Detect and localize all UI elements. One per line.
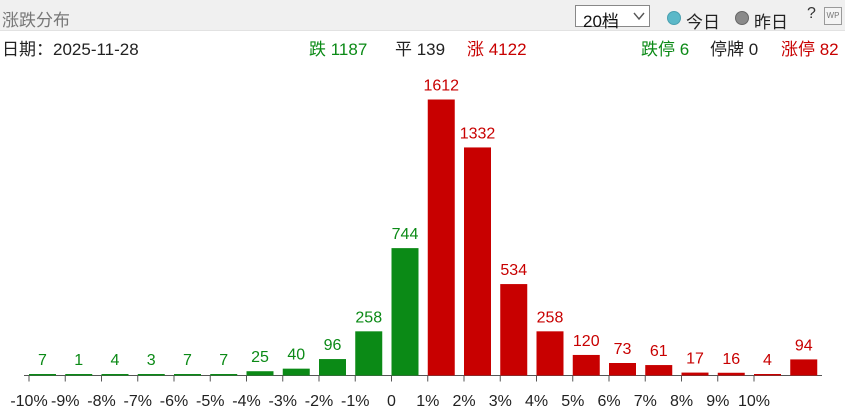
radio-today-dot (667, 11, 681, 25)
bar-value-label: 1612 (423, 78, 459, 95)
bar-value-label: 17 (686, 351, 704, 368)
x-tick-label: -5% (196, 393, 224, 409)
bar-value-label: 534 (500, 262, 527, 279)
bar-value-label: 96 (324, 337, 342, 354)
wp-logo-icon[interactable]: WP (824, 7, 842, 25)
bar-value-label: 120 (573, 333, 600, 350)
bar (717, 372, 745, 376)
bar-value-label: 3 (147, 352, 156, 369)
limit-up-count: 涨停 82 (781, 40, 839, 59)
x-tick-label: 10% (738, 393, 770, 409)
bar (210, 374, 238, 376)
bar (645, 365, 673, 376)
x-tick-label: 7% (634, 393, 657, 409)
down-count: 跌 1187 (309, 40, 368, 59)
x-tick-label: 9% (706, 393, 729, 409)
x-tick-label: -9% (51, 393, 79, 409)
up-count: 涨 4122 (467, 40, 527, 59)
bar-value-label: 4 (763, 352, 772, 369)
bar (391, 248, 419, 376)
radio-yesterday-dot (735, 11, 749, 25)
date-label: 日期：2025-11-28 (2, 40, 139, 59)
x-tick-label: -1% (341, 393, 369, 409)
x-tick-label: 8% (670, 393, 693, 409)
bar-value-label: 7 (38, 352, 47, 369)
bar (427, 99, 455, 376)
bar (536, 331, 564, 376)
bar-value-label: 1332 (460, 125, 496, 142)
bar-value-label: 25 (251, 349, 269, 366)
x-tick-label: 1% (416, 393, 439, 409)
bar (246, 371, 274, 376)
bar (137, 374, 165, 376)
bar (29, 374, 56, 376)
bar-value-label: 258 (355, 309, 382, 326)
bar-value-label: 4 (111, 352, 120, 369)
bar-value-label: 61 (650, 343, 668, 360)
bar (754, 374, 781, 376)
radio-today-label: 今日 (686, 13, 720, 32)
x-tick-label: -7% (124, 393, 152, 409)
x-tick-label: 5% (561, 393, 584, 409)
radio-yesterday-label: 昨日 (754, 13, 788, 32)
bar (464, 147, 491, 376)
bar (174, 374, 201, 376)
bar-value-label: 16 (722, 351, 740, 368)
x-tick-label: -8% (87, 393, 115, 409)
bar (282, 368, 310, 376)
x-tick-label: -6% (160, 393, 188, 409)
x-tick-label: -10% (10, 393, 47, 409)
x-tick-label: 6% (597, 393, 620, 409)
limit-down-count: 跌停 6 (641, 40, 690, 59)
flat-count: 平 139 (395, 40, 446, 59)
bar-value-label: 40 (287, 347, 305, 364)
bar-value-label: 744 (392, 226, 419, 243)
x-tick-label: -3% (269, 393, 297, 409)
bar (572, 354, 600, 376)
radio-yesterday[interactable]: 昨日 (735, 9, 800, 32)
x-tick-label: 0 (387, 393, 396, 409)
bar (681, 372, 709, 376)
tier-select-value: 20档 (583, 12, 619, 31)
bar-value-label: 73 (614, 341, 632, 358)
bar (355, 331, 383, 376)
bar (790, 359, 818, 376)
x-tick-label: 4% (525, 393, 548, 409)
x-tick-label: 2% (452, 393, 475, 409)
bar (500, 284, 528, 376)
bar-value-label: 258 (537, 309, 564, 326)
x-tick-label: -2% (305, 393, 333, 409)
tier-select[interactable]: 20档 (575, 5, 650, 31)
bar-value-label: 94 (795, 337, 813, 354)
bar-value-label: 7 (183, 352, 192, 369)
bar (101, 374, 129, 376)
help-icon[interactable]: ? (807, 5, 816, 22)
bar-value-label: 1 (74, 352, 83, 369)
radio-today[interactable]: 今日 (667, 9, 727, 32)
chevron-down-icon (633, 12, 645, 21)
wp-logo-text: WP (826, 11, 840, 20)
panel-title: 涨跌分布 (2, 11, 70, 30)
x-tick-label: -4% (232, 393, 260, 409)
x-tick-label: 3% (489, 393, 512, 409)
title-bar: 涨跌分布 20档 今日 昨日 ? WP (0, 0, 845, 32)
bar (65, 374, 93, 376)
bar-value-label: 7 (219, 352, 228, 369)
suspended-count: 停牌 0 (710, 40, 759, 59)
bar (609, 363, 636, 376)
bar (319, 359, 346, 376)
info-bar: 日期：2025-11-28 跌 1187 平 139 涨 4122 跌停 6 停… (0, 31, 845, 59)
